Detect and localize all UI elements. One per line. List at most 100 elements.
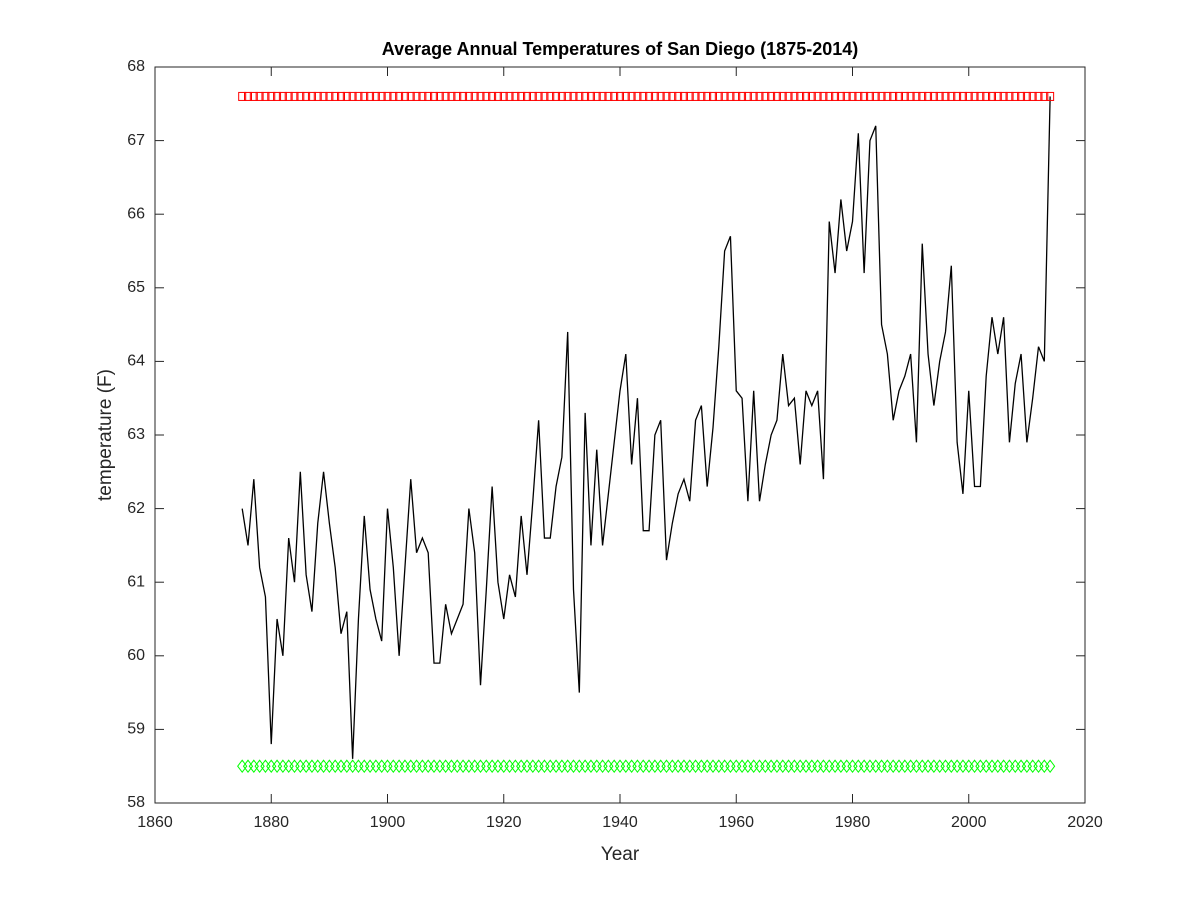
square-marker [935, 91, 944, 101]
square-marker [517, 91, 526, 101]
diamond-marker [620, 759, 631, 774]
y-tick-label: 64 [127, 353, 145, 370]
square-marker [796, 91, 805, 101]
diamond-marker [760, 759, 771, 774]
x-tick-label: 1920 [486, 814, 522, 831]
diamond-marker [498, 759, 509, 774]
diamond-marker [888, 759, 899, 774]
square-marker [865, 91, 874, 101]
diamond-marker [649, 759, 660, 774]
square-marker [697, 91, 706, 101]
square-marker [383, 91, 392, 101]
diamond-marker [260, 759, 271, 774]
square-marker [860, 91, 869, 101]
diamond-marker [446, 759, 457, 774]
diamond-marker [905, 759, 916, 774]
diamond-marker [440, 759, 451, 774]
diamond-marker [731, 759, 742, 774]
diamond-marker [318, 759, 329, 774]
square-marker [598, 91, 607, 101]
square-marker [889, 91, 898, 101]
square-marker [755, 91, 764, 101]
square-marker [342, 91, 351, 101]
diamond-marker [521, 759, 533, 774]
square-marker [261, 91, 270, 101]
square-marker [575, 91, 584, 101]
square-marker [1011, 91, 1020, 101]
square-marker [772, 91, 781, 101]
square-marker [278, 91, 287, 101]
square-marker [842, 91, 851, 101]
diamond-marker [457, 759, 469, 774]
square-marker [900, 91, 909, 101]
square-marker [552, 91, 561, 101]
square-marker [726, 91, 735, 101]
diamond-marker [1033, 759, 1044, 774]
diamond-marker [591, 759, 602, 774]
square-marker [267, 91, 276, 101]
square-marker [511, 91, 520, 101]
square-marker [703, 91, 712, 101]
diamond-marker [353, 759, 364, 774]
diamond-marker [696, 759, 707, 774]
diamond-marker [859, 759, 870, 774]
diamond-marker [777, 759, 788, 774]
diamond-marker [1045, 759, 1056, 774]
diamond-marker [254, 759, 265, 774]
square-marker [563, 91, 572, 101]
square-marker [778, 91, 787, 101]
diamond-marker [986, 759, 998, 774]
square-marker [238, 91, 247, 101]
diamond-marker [271, 759, 283, 774]
square-marker [377, 91, 386, 101]
square-marker [395, 91, 404, 101]
diamond-marker [301, 759, 312, 774]
square-marker [302, 91, 311, 101]
diamond-marker [824, 759, 835, 774]
square-marker [953, 91, 962, 101]
square-marker [493, 91, 502, 101]
square-marker [371, 91, 380, 101]
square-marker [836, 91, 845, 101]
diamond-marker [568, 759, 579, 774]
diamond-marker [1021, 759, 1033, 774]
y-tick-label: 59 [127, 721, 145, 738]
square-marker [685, 91, 694, 101]
diamond-marker [574, 759, 585, 774]
square-marker [464, 91, 473, 101]
diamond-marker [661, 759, 672, 774]
square-marker [819, 91, 828, 101]
square-marker [435, 91, 444, 101]
x-tick-label: 2000 [951, 814, 987, 831]
diamond-marker [678, 759, 690, 774]
diamond-marker [516, 759, 527, 774]
diamond-marker [789, 759, 800, 774]
square-marker [1040, 91, 1049, 101]
x-tick-label: 1860 [137, 814, 173, 831]
diamond-marker [922, 759, 934, 774]
square-marker [802, 91, 810, 101]
diamond-marker [812, 759, 823, 774]
square-marker [418, 91, 427, 101]
diamond-marker [702, 759, 713, 774]
y-tick-label: 60 [127, 647, 145, 664]
diamond-marker [841, 759, 852, 774]
diamond-marker [376, 759, 387, 774]
diamond-marker [1010, 759, 1021, 774]
x-tick-label: 1980 [835, 814, 871, 831]
square-marker [331, 91, 340, 101]
square-marker [441, 91, 450, 101]
diamond-marker [1039, 759, 1050, 774]
y-tick-label: 68 [127, 58, 145, 75]
x-tick-label: 1960 [718, 814, 754, 831]
square-marker [1017, 91, 1026, 101]
diamond-marker [626, 759, 637, 774]
square-marker [627, 91, 636, 101]
diamond-marker [934, 759, 945, 774]
diamond-marker [527, 759, 538, 774]
diamond-marker [237, 759, 248, 774]
y-tick-label: 62 [127, 500, 145, 517]
diamond-marker [242, 759, 254, 774]
square-marker [244, 91, 252, 101]
